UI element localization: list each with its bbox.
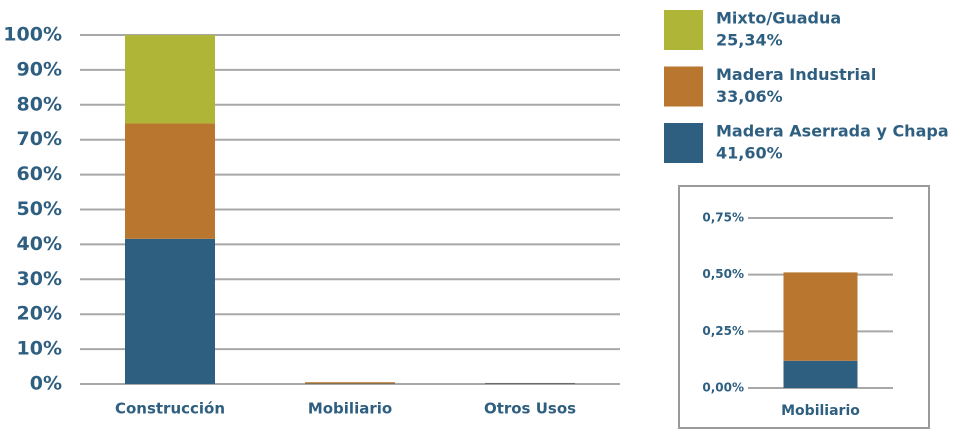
bar-segment — [125, 123, 215, 239]
y-tick-label: 10% — [17, 338, 62, 360]
legend-value: 33,06% — [716, 87, 783, 106]
legend-value: 41,60% — [716, 144, 783, 163]
y-tick-label: 80% — [17, 93, 62, 115]
y-tick-label: 70% — [17, 128, 62, 150]
bar-segment — [125, 35, 215, 124]
legend-swatch — [664, 10, 703, 50]
y-tick-label: 0% — [30, 373, 62, 395]
y-tick-label: 40% — [17, 233, 62, 255]
y-tick-label: 0,75% — [702, 211, 744, 225]
bar-segment — [783, 360, 858, 388]
x-tick-label: Mobiliario — [781, 403, 860, 419]
y-tick-label: 20% — [17, 303, 62, 325]
x-tick-label: Mobiliario — [308, 400, 392, 418]
legend-label: Madera Industrial — [716, 65, 876, 84]
legend-label: Madera Aserrada y Chapa — [716, 122, 949, 141]
x-tick-label: Otros Usos — [484, 400, 576, 418]
bar-segment — [783, 272, 858, 361]
y-tick-label: 50% — [17, 198, 62, 220]
legend-swatch — [664, 66, 703, 107]
y-tick-label: 0,25% — [702, 324, 744, 338]
bar-segment — [125, 238, 215, 384]
legend-value: 25,34% — [716, 31, 783, 50]
y-tick-label: 0,00% — [702, 381, 744, 395]
y-tick-label: 60% — [17, 163, 62, 185]
bar-segment — [305, 382, 395, 384]
y-tick-label: 100% — [3, 24, 62, 46]
legend-label: Mixto/Guadua — [716, 9, 841, 28]
x-tick-label: Construcción — [115, 400, 225, 418]
y-tick-label: 0,50% — [702, 267, 744, 281]
inset-frame — [678, 185, 930, 429]
y-tick-label: 30% — [17, 268, 62, 290]
legend-swatch — [664, 123, 703, 163]
y-tick-label: 90% — [17, 58, 62, 80]
bar-segment — [485, 383, 575, 384]
